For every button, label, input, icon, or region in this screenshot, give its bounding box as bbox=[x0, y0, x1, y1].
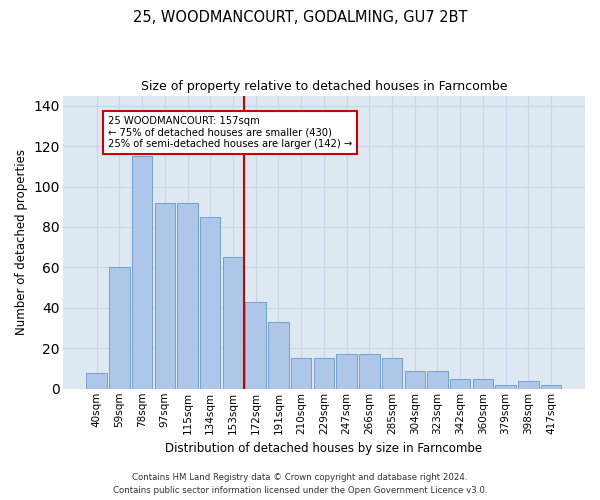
Bar bbox=[155, 202, 175, 389]
Bar bbox=[132, 156, 152, 389]
Title: Size of property relative to detached houses in Farncombe: Size of property relative to detached ho… bbox=[140, 80, 507, 93]
Text: 25 WOODMANCOURT: 157sqm
← 75% of detached houses are smaller (430)
25% of semi-d: 25 WOODMANCOURT: 157sqm ← 75% of detache… bbox=[108, 116, 352, 149]
Bar bbox=[382, 358, 402, 389]
Bar bbox=[473, 378, 493, 389]
Bar bbox=[404, 370, 425, 389]
Text: 25, WOODMANCOURT, GODALMING, GU7 2BT: 25, WOODMANCOURT, GODALMING, GU7 2BT bbox=[133, 10, 467, 25]
Bar bbox=[314, 358, 334, 389]
Bar bbox=[223, 258, 243, 389]
Bar bbox=[541, 384, 561, 389]
Bar bbox=[518, 380, 539, 389]
Bar bbox=[200, 217, 220, 389]
Bar bbox=[337, 354, 357, 389]
Bar bbox=[496, 384, 516, 389]
Bar bbox=[450, 378, 470, 389]
Text: Contains HM Land Registry data © Crown copyright and database right 2024.
Contai: Contains HM Land Registry data © Crown c… bbox=[113, 474, 487, 495]
Bar bbox=[427, 370, 448, 389]
X-axis label: Distribution of detached houses by size in Farncombe: Distribution of detached houses by size … bbox=[165, 442, 482, 455]
Bar bbox=[178, 202, 198, 389]
Bar bbox=[268, 322, 289, 389]
Bar bbox=[86, 372, 107, 389]
Bar bbox=[359, 354, 380, 389]
Bar bbox=[109, 268, 130, 389]
Bar bbox=[291, 358, 311, 389]
Bar bbox=[245, 302, 266, 389]
Y-axis label: Number of detached properties: Number of detached properties bbox=[15, 149, 28, 335]
